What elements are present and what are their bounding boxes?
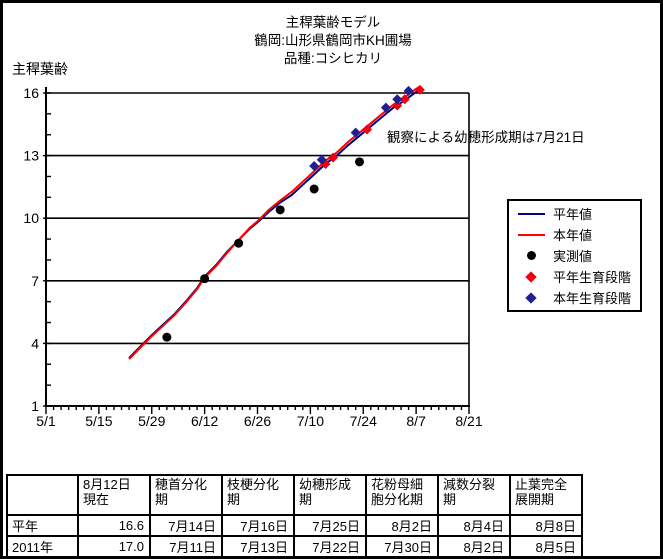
table-cell: 7月22日 xyxy=(293,535,367,556)
table-header-cell: 止葉完全 展開期 xyxy=(509,474,583,516)
observed-marker xyxy=(275,205,285,215)
chart-title: 主稈葉齢モデル xyxy=(285,15,381,30)
observed-marker xyxy=(354,157,364,167)
table-row: 2011年 17.0 7月11日 7月13日 7月22日 7月30日 8月2日 8月5日 xyxy=(6,535,583,556)
legend-item: 平年生育段階 xyxy=(509,267,640,287)
table-cell: 7月11日 xyxy=(149,535,223,556)
table-row-label: 2011年 xyxy=(6,535,79,556)
x-tick-label: 8/21 xyxy=(455,413,482,429)
table-cell: 7月16日 xyxy=(221,514,295,537)
this-year-line xyxy=(128,85,421,360)
this-year-stage-marker xyxy=(316,154,327,165)
table-header-cell: 穂首分化 期 xyxy=(149,474,223,516)
y-tick-label: 10 xyxy=(23,210,39,226)
table-cell: 8月4日 xyxy=(437,514,511,537)
legend-label: 平年生育段階 xyxy=(553,270,632,285)
table-cell: 8月5日 xyxy=(509,535,583,556)
growth-stages-table: 8月12日 現在 穂首分化 期枝梗分化 期幼穂形成 期花粉母細 胞分化期 減数分裂 … xyxy=(6,474,583,556)
table-header-cell: 枝梗分化 期 xyxy=(221,474,295,516)
legend-item: 実測値 xyxy=(509,246,640,266)
legend-label: 実測値 xyxy=(553,249,593,264)
normal-stage-diamond-icon xyxy=(525,270,537,283)
table-cell: 8月2日 xyxy=(437,535,511,556)
x-tick-label: 7/10 xyxy=(297,413,324,429)
normal-stage-marker xyxy=(399,94,410,105)
table-header-cell: 花粉母細 胞分化期 xyxy=(365,474,439,516)
y-tick-label: 13 xyxy=(23,148,39,164)
y-tick-label: 16 xyxy=(23,85,39,101)
table-row-label: 平年 xyxy=(6,514,79,537)
chart-legend: 平年値 本年値 実測値 平年生育段階 本年生育段階 xyxy=(507,199,642,312)
y-tick-label: 1 xyxy=(31,398,39,414)
table-corner-cell xyxy=(6,474,79,516)
table-header-cell: 幼穂形成 期 xyxy=(293,474,367,516)
x-tick-label: 8/7 xyxy=(406,413,426,429)
legend-item: 本年値 xyxy=(509,225,640,245)
this-year-stage-marker xyxy=(350,127,361,138)
observed-dot-icon xyxy=(526,251,536,260)
observed-marker xyxy=(200,274,210,284)
legend-label: 平年値 xyxy=(553,207,593,222)
table-cell: 7月13日 xyxy=(221,535,295,556)
this-year-stage-diamond-icon xyxy=(525,291,537,304)
table-header-cell: 8月12日 現在 xyxy=(77,474,151,516)
observed-marker xyxy=(234,238,244,248)
legend-item: 本年生育段階 xyxy=(509,288,640,308)
x-tick-label: 5/1 xyxy=(36,413,56,429)
x-tick-label: 5/15 xyxy=(85,413,112,429)
normal-stage-marker xyxy=(414,84,425,95)
y-tick-label: 4 xyxy=(31,335,39,351)
x-tick-label: 6/26 xyxy=(244,413,271,429)
chart-title-block: 主稈葉齢モデル 鶴岡:山形県鶴岡市KH圃場 品種:コシヒカリ xyxy=(113,14,553,68)
this-year-stage-marker xyxy=(309,161,320,172)
table-cell: 16.6 xyxy=(77,514,151,537)
this-year-line-swatch xyxy=(517,233,545,236)
chart-subtitle-variety: 品種:コシヒカリ xyxy=(283,51,383,66)
table-cell: 8月8日 xyxy=(509,514,583,537)
table-cell: 8月2日 xyxy=(365,514,439,537)
y-tick-label: 7 xyxy=(31,273,39,289)
x-tick-label: 7/24 xyxy=(350,413,377,429)
table-cell: 17.0 xyxy=(77,535,151,556)
this-year-stage-marker xyxy=(403,85,414,96)
table-cell: 7月14日 xyxy=(149,514,223,537)
leaf-age-chart: 1 4 7 10 13 16 5/1 5/15 5/29 6/12 6/26 7/10 7/24 8/7 8… xyxy=(23,84,585,429)
x-tick-label: 5/29 xyxy=(138,413,165,429)
observed-marker xyxy=(162,332,172,342)
normal-stage-marker xyxy=(392,100,403,111)
table-cell: 7月30日 xyxy=(365,535,439,556)
legend-label: 本年値 xyxy=(553,228,593,243)
observed-marker xyxy=(309,184,319,194)
table-cell: 7月25日 xyxy=(293,514,367,537)
normal-stage-marker xyxy=(328,152,339,163)
table-header-row: 8月12日 現在 穂首分化 期枝梗分化 期幼穂形成 期花粉母細 胞分化期 減数分裂 … xyxy=(6,474,583,516)
y-axis-title: 主稈葉齢 xyxy=(12,61,68,77)
legend-label: 本年生育段階 xyxy=(553,291,632,306)
normal-stage-marker xyxy=(362,124,373,135)
legend-item: 平年値 xyxy=(509,204,640,224)
x-tick-label: 6/12 xyxy=(191,413,218,429)
table-header-cell: 減数分裂 期 xyxy=(437,474,511,516)
normal-year-line-swatch xyxy=(517,212,545,215)
table-row: 平年 16.6 7月14日 7月16日 7月25日 8月2日 8月4日 8月8日 xyxy=(6,514,583,537)
chart-annotation: 観察による幼穂形成期は7月21日 xyxy=(387,129,585,145)
this-year-stage-marker xyxy=(392,94,403,105)
this-year-stage-marker xyxy=(380,102,391,113)
chart-subtitle-location: 鶴岡:山形県鶴岡市KH圃場 xyxy=(254,33,412,48)
